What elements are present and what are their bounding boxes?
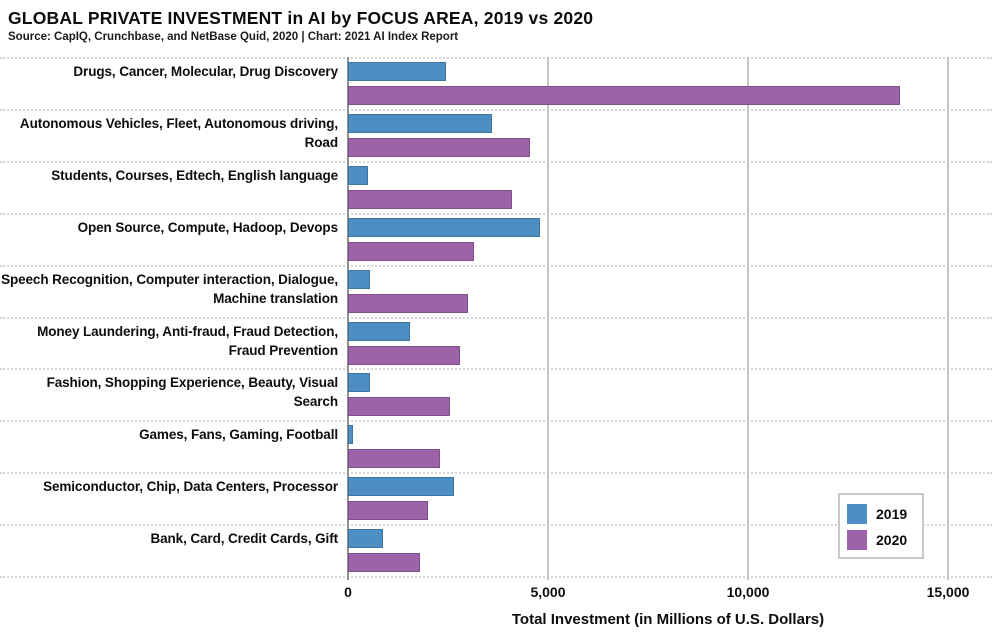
bar-2020 — [348, 397, 450, 417]
gridline — [947, 57, 949, 580]
legend-item-2020: 2020 — [847, 527, 922, 553]
category-label: Autonomous Vehicles, Fleet, Autonomous d… — [19, 115, 338, 150]
gridline — [747, 57, 749, 580]
bar-2019 — [348, 165, 368, 185]
bar-2020 — [348, 553, 420, 573]
bar-2019 — [348, 373, 370, 393]
category-label: Money Laundering, Anti-fraud, Fraud Dete… — [37, 323, 338, 358]
category-label: Games, Fans, Gaming, Football — [139, 427, 338, 443]
legend-swatch-2019 — [847, 504, 867, 524]
bar-2019 — [348, 269, 370, 289]
category-separator — [0, 420, 992, 423]
category-separator — [0, 576, 992, 578]
category-separator — [0, 472, 992, 475]
category-label: Students, Courses, Edtech, English langu… — [51, 167, 338, 183]
bar-2020 — [348, 189, 512, 209]
category-label: Fashion, Shopping Experience, Beauty, Vi… — [46, 375, 339, 410]
bar-2019 — [348, 529, 384, 549]
bar-2020 — [348, 241, 474, 261]
chart-source: Source: CapIQ, Crunchbase, and NetBase Q… — [8, 31, 459, 43]
category-label: Drugs, Cancer, Molecular, Drug Discovery — [73, 64, 338, 79]
legend-label-2019: 2019 — [876, 506, 908, 522]
zero-axis-line — [347, 57, 349, 580]
x-tick-label: 15,000 — [926, 584, 970, 600]
legend-label-2020: 2020 — [876, 532, 908, 548]
x-tick-label: 10,000 — [726, 584, 770, 600]
bar-2019 — [348, 217, 540, 237]
category-label: Open Source, Compute, Hadoop, Devops — [77, 219, 339, 235]
x-tick-label: 0 — [344, 584, 352, 600]
bar-2019 — [348, 321, 410, 341]
category-label: Semiconductor, Chip, Data Centers, Proce… — [43, 479, 338, 495]
category-separator — [0, 57, 992, 59]
chart-title: GLOBAL PRIVATE INVESTMENT in AI by FOCUS… — [8, 8, 594, 28]
bar-2019 — [348, 477, 454, 497]
legend-item-2019: 2019 — [847, 501, 922, 527]
category-separator — [0, 316, 992, 319]
category-label: Speech Recognition, Computer interaction… — [1, 271, 338, 306]
bar-2020 — [348, 293, 468, 313]
bar-2020 — [348, 345, 460, 365]
x-tick-label: 5,000 — [530, 584, 566, 600]
category-label: Bank, Card, Credit Cards, Gift — [150, 531, 338, 547]
bar-2020 — [348, 449, 440, 469]
gridline — [547, 57, 549, 580]
category-separator — [0, 524, 992, 527]
category-separator — [0, 368, 992, 371]
category-separator — [0, 212, 992, 215]
category-separator — [0, 264, 992, 267]
x-axis-title: Total Investment (in Millions of U.S. Do… — [511, 611, 825, 628]
legend: 2019 2020 — [838, 493, 924, 559]
legend-swatch-2020 — [847, 530, 867, 550]
bar-2020 — [348, 86, 900, 105]
bar-2020 — [348, 137, 530, 157]
bar-2020 — [348, 501, 428, 521]
category-separator — [0, 160, 992, 163]
bar-2019 — [348, 425, 354, 445]
bar-2019 — [348, 113, 492, 133]
bar-2019 — [348, 62, 446, 81]
category-separator — [0, 108, 992, 111]
